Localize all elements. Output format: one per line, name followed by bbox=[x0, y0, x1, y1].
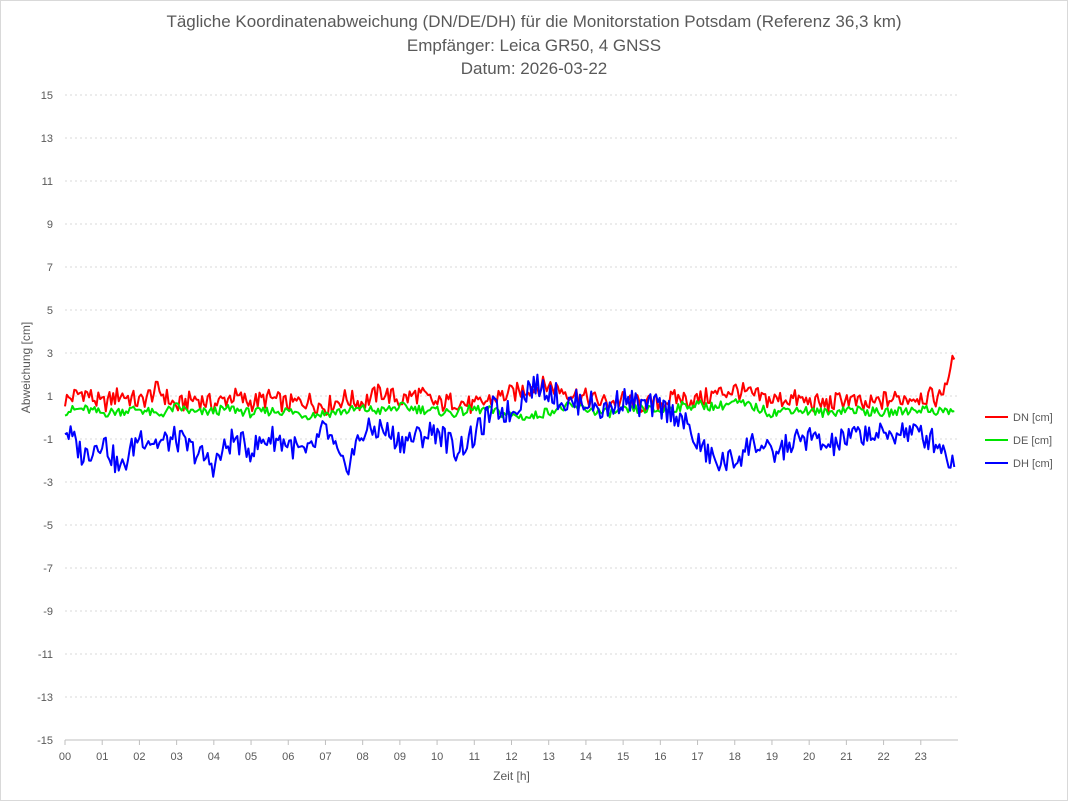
y-tick-label: -1 bbox=[43, 434, 53, 446]
x-tick-label: 03 bbox=[171, 751, 183, 763]
x-tick-label: 17 bbox=[691, 751, 703, 763]
x-tick-label: 13 bbox=[543, 751, 555, 763]
x-tick-label: 07 bbox=[319, 751, 331, 763]
y-tick-label: 7 bbox=[47, 262, 53, 274]
x-tick-label: 15 bbox=[617, 751, 629, 763]
x-axis-title: Zeit [h] bbox=[493, 769, 530, 783]
y-tick-label: 15 bbox=[41, 90, 53, 102]
x-tick-label: 01 bbox=[96, 751, 108, 763]
x-tick-label: 09 bbox=[394, 751, 406, 763]
x-tick-label: 08 bbox=[357, 751, 369, 763]
legend-de-label: DE [cm] bbox=[1013, 435, 1052, 447]
x-tick-label: 10 bbox=[431, 751, 443, 763]
y-tick-label: -15 bbox=[37, 735, 53, 747]
x-tick-label: 02 bbox=[133, 751, 145, 763]
y-tick-label: -5 bbox=[43, 520, 53, 532]
x-tick-label: 14 bbox=[580, 751, 592, 763]
x-tick-label: 23 bbox=[915, 751, 927, 763]
y-axis-title: Abweichung [cm] bbox=[19, 322, 33, 413]
y-tick-label: -9 bbox=[43, 606, 53, 618]
y-tick-label: -13 bbox=[37, 692, 53, 704]
y-tick-label: 13 bbox=[41, 133, 53, 145]
y-tick-label: 5 bbox=[47, 305, 53, 317]
dh-series-line bbox=[64, 373, 956, 478]
x-tick-label: 21 bbox=[840, 751, 852, 763]
x-tick-label: 19 bbox=[766, 751, 778, 763]
y-tick-label: 11 bbox=[42, 176, 53, 188]
y-tick-label: -3 bbox=[43, 477, 53, 489]
x-tick-label: 06 bbox=[282, 751, 294, 763]
chart-date: Datum: 2026-03-22 bbox=[460, 59, 608, 78]
dn-series-line bbox=[64, 354, 956, 416]
x-tick-label: 05 bbox=[245, 751, 257, 763]
chart-subtitle: Empfänger: Leica GR50, 4 GNSS bbox=[406, 36, 662, 55]
y-tick-label: 9 bbox=[47, 219, 53, 231]
y-tick-label: 3 bbox=[47, 348, 53, 360]
chart-title: Tägliche Koordinatenabweichung (DN/DE/DH… bbox=[166, 12, 902, 31]
x-tick-label: 04 bbox=[208, 751, 220, 763]
x-tick-label: 16 bbox=[654, 751, 666, 763]
y-tick-label: 1 bbox=[47, 391, 53, 403]
x-tick-label: 11 bbox=[469, 751, 480, 763]
x-tick-label: 18 bbox=[729, 751, 741, 763]
x-tick-label: 00 bbox=[59, 751, 71, 763]
legend-dh-label: DH [cm] bbox=[1013, 458, 1053, 470]
x-tick-label: 22 bbox=[877, 751, 889, 763]
y-tick-label: -7 bbox=[43, 563, 53, 575]
x-tick-label: 20 bbox=[803, 751, 815, 763]
y-tick-label: -11 bbox=[38, 649, 53, 661]
x-tick-label: 12 bbox=[505, 751, 517, 763]
legend-dn-label: DN [cm] bbox=[1013, 412, 1053, 424]
